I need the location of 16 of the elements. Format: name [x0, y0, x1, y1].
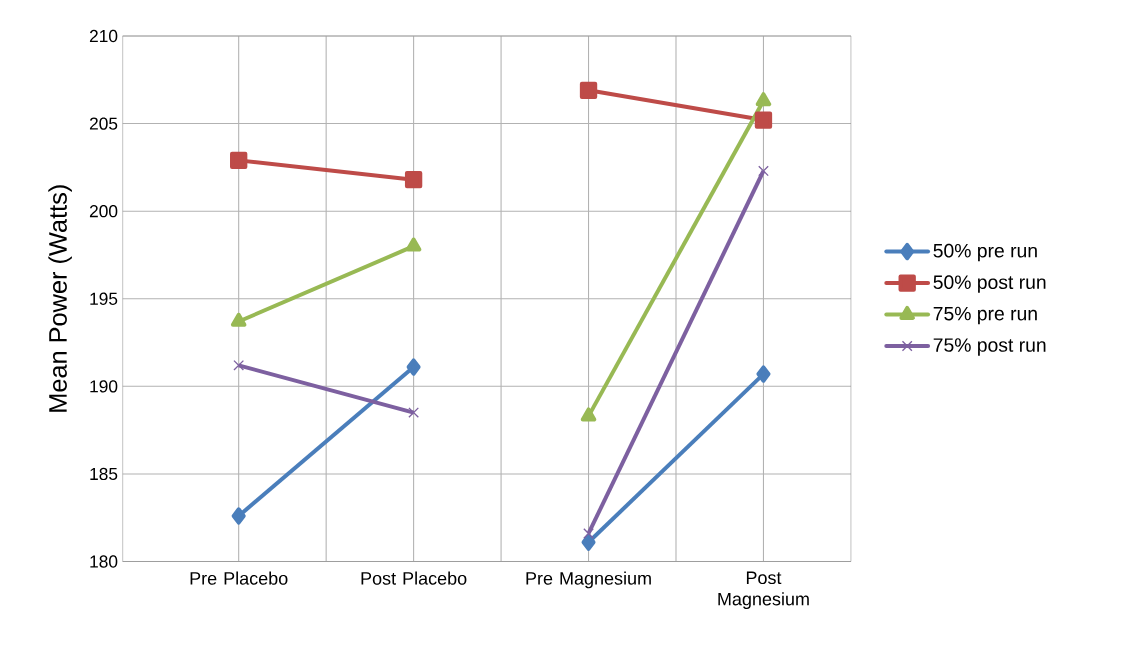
x-tick-label: Pre Placebo — [190, 571, 288, 585]
legend-label: 75% pre run — [933, 306, 1037, 325]
y-tick-label: 180 — [90, 555, 118, 568]
y-tick-label: 195 — [90, 292, 118, 305]
y-tick-label: 200 — [89, 205, 118, 218]
legend-label: 50% pre run — [933, 243, 1037, 262]
x-tick-label: Post Magnesium — [718, 571, 809, 610]
legend-label: 75% post run — [933, 338, 1046, 356]
x-tick-label: Pre Magnesium — [526, 571, 651, 589]
y-axis-title: Mean Power (Watts) — [48, 185, 72, 412]
y-tick-label: 190 — [90, 380, 118, 393]
x-tick-label: Post Placebo — [361, 571, 467, 585]
legend-label: 50% post run — [933, 275, 1046, 293]
y-tick-label: 185 — [90, 467, 118, 481]
y-tick-label: 210 — [89, 29, 118, 43]
y-tick-label: 205 — [89, 117, 118, 130]
